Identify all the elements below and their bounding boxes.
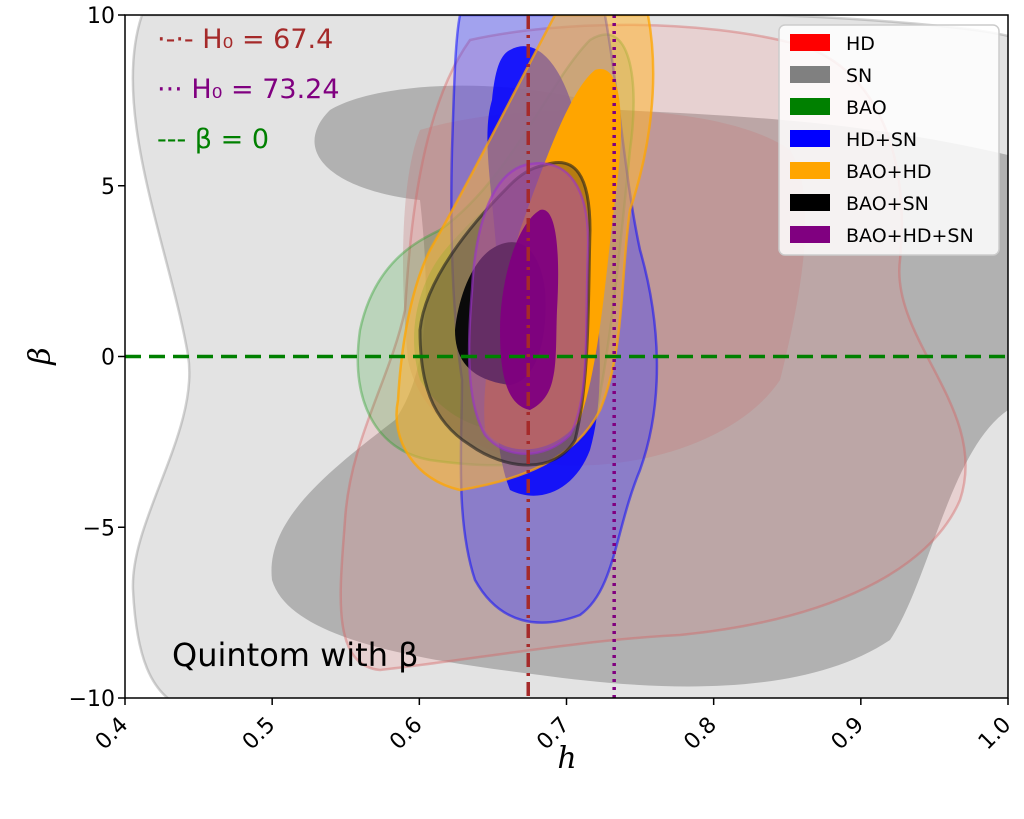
legend-swatch-hd-sn	[790, 130, 830, 147]
legend-label-bao-hd: BAO+HD	[846, 161, 932, 183]
legend: HD SN BAO HD+SN BAO+HD BAO+SN BAO+HD+SN	[778, 24, 1000, 256]
legend-label-hd: HD	[846, 33, 875, 55]
legend-swatch-hd	[790, 34, 830, 51]
annotation-0: ·-·- H₀ = 67.4	[157, 24, 333, 55]
legend-label-bao-hd-sn: BAO+HD+SN	[846, 225, 974, 247]
annotation-2: --- β = 0	[157, 124, 269, 155]
legend-label-hd-sn: HD+SN	[846, 129, 917, 151]
panel-label: Quintom with β	[172, 636, 419, 674]
y-tick-label: 5	[101, 175, 115, 200]
reference-lines	[125, 15, 1008, 698]
annotations: ·-·- H₀ = 67.4 ··· H₀ = 73.24 --- β = 0	[157, 24, 340, 155]
y-tick-label: 10	[87, 4, 115, 29]
annotation-1: ··· H₀ = 73.24	[157, 74, 340, 105]
y-tick-label: −10	[69, 687, 115, 712]
y-tick-label: −5	[83, 516, 115, 541]
legend-swatch-bao-hd-sn	[790, 226, 830, 243]
x-axis-label: h	[557, 741, 576, 776]
legend-label-bao: BAO	[846, 97, 887, 119]
legend-label-sn: SN	[846, 65, 872, 87]
y-axis-label: β	[23, 347, 58, 365]
legend-swatch-bao-hd	[790, 162, 830, 179]
legend-box	[778, 24, 1000, 256]
legend-swatch-sn	[790, 66, 830, 83]
legend-swatch-bao	[790, 98, 830, 115]
legend-label-bao-sn: BAO+SN	[846, 193, 929, 215]
legend-swatch-bao-sn	[790, 194, 830, 211]
y-tick-label: 0	[101, 346, 115, 371]
